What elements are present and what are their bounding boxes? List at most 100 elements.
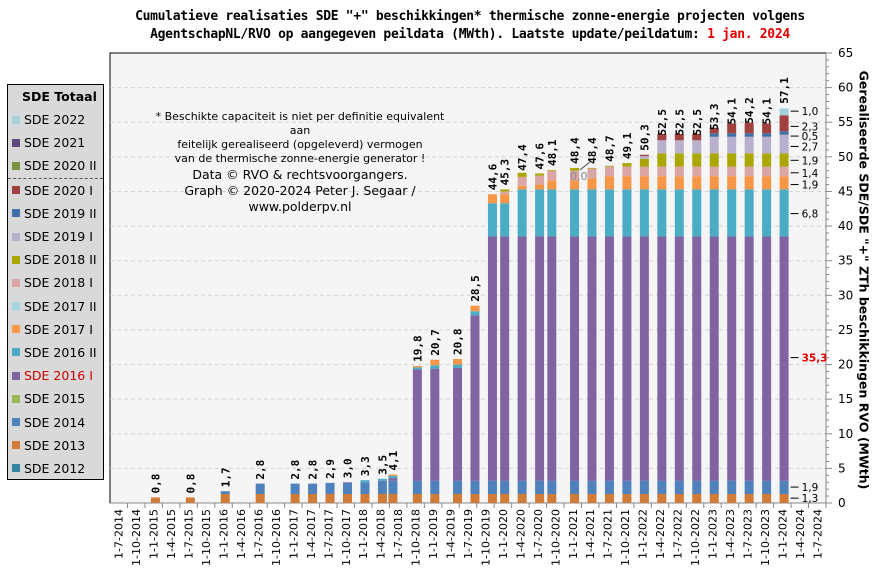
bar-segment [535, 189, 545, 237]
segment-annotation-label: 0,5 [802, 131, 819, 143]
bar-segment [674, 166, 684, 177]
bar-segment [535, 236, 545, 481]
bar-segment [587, 167, 597, 169]
bar-segment [657, 494, 667, 503]
segment-annotation-label: 2,3 [802, 121, 819, 133]
bar-segment [535, 480, 545, 494]
x-tick-label: 1-7-2018 [392, 509, 405, 559]
legend-label: SDE 2013 [24, 437, 86, 453]
bar-segment [547, 236, 557, 481]
bar-segment [517, 172, 527, 177]
disclaimer-note: * Beschikte capaciteit is niet per defin… [145, 110, 455, 166]
chart-title-line1: Cumulatieve realisaties SDE "+" beschikk… [135, 9, 805, 24]
legend-item: SDE 2013 [8, 434, 103, 457]
y-tick-label: 65 [838, 46, 853, 60]
bar-segment [535, 173, 545, 176]
bar-segment [709, 176, 719, 190]
bar-segment [674, 494, 684, 503]
bar-segment [570, 170, 580, 181]
x-tick-label: 1-10-2014 [130, 509, 143, 566]
bar-segment [570, 180, 580, 190]
x-tick-label: 1-7-2016 [252, 509, 265, 559]
segment-annotation-label: 6,8 [802, 209, 819, 221]
bar-total-label: 54,2 [743, 97, 756, 124]
bar-segment [517, 176, 527, 186]
x-tick-label: 1-7-2015 [183, 509, 196, 559]
bar-total-label: 44,6 [486, 163, 499, 190]
bar-segment [517, 480, 527, 494]
credit-line: Data © RVO & rechtsvoorgangers. [192, 167, 408, 182]
bar-segment [657, 140, 667, 154]
legend-label: SDE 2018 II [24, 252, 97, 268]
bar-total-label: 54,1 [726, 98, 739, 125]
bar-segment [744, 189, 754, 237]
x-tick-label: 1-4-2022 [654, 509, 667, 559]
bar-total-label: 2,9 [324, 459, 337, 479]
chart-title-line2-text: AgentschapNL/RVO op aangegeven peildata … [150, 27, 708, 42]
legend-separator [8, 177, 103, 179]
bar-segment [709, 133, 719, 137]
bar-segment [430, 359, 440, 366]
x-tick-label: 1-4-2019 [445, 509, 458, 559]
bar-segment [547, 180, 557, 190]
bar-segment [762, 480, 772, 494]
bar-segment [604, 189, 614, 237]
bar-segment [587, 168, 597, 179]
bar-segment [762, 123, 772, 134]
x-tick-label: 1-10-2023 [759, 509, 772, 566]
bar-segment [779, 108, 789, 116]
y-axis-title-text: Gerealiseerde SDE/SDE "+" ZTh beschikkin… [856, 70, 872, 490]
bar-segment [487, 480, 497, 494]
x-tick-label: 1-1-2018 [357, 509, 370, 559]
bar-segment [727, 189, 737, 237]
segment-annotation-label: 1,9 [802, 180, 819, 192]
bar-segment [639, 156, 649, 159]
bar-segment [388, 476, 398, 479]
legend-label: SDE 2017 II [24, 298, 97, 314]
legend-swatch [12, 348, 20, 357]
bar-segment [657, 176, 667, 190]
legend-item: SDE 2018 II [8, 248, 103, 271]
bar-segment [692, 480, 702, 494]
bar-segment [779, 166, 789, 177]
legend-label: SDE 2016 II [24, 344, 97, 360]
disclaimer-line: feitelijk gerealiseerd (opgeleverd) verm… [177, 138, 423, 151]
y-tick-label: 50 [838, 150, 853, 164]
bar-segment [487, 203, 497, 237]
legend-swatch [12, 161, 20, 170]
bar-segment [639, 189, 649, 237]
bar-segment [692, 166, 702, 177]
bar-segment [547, 480, 557, 494]
legend-item: SDE 2015 [8, 387, 103, 410]
bar-segment [308, 483, 318, 494]
bar-segment [762, 133, 772, 137]
legend-item: SDE 2016 I [8, 364, 103, 387]
chart-title-line2: AgentschapNL/RVO op aangegeven peildata … [100, 26, 840, 44]
bar-segment [762, 136, 772, 154]
legend-item: SDE 2020 I [8, 179, 103, 202]
legend-swatch [12, 441, 20, 450]
bar-segment [412, 494, 422, 503]
chart-title: Cumulatieve realisaties SDE "+" beschikk… [100, 8, 840, 44]
x-tick-label: 1-7-2022 [672, 509, 685, 559]
bar-segment [360, 494, 370, 503]
bar-segment [762, 176, 772, 190]
x-tick-label: 1-4-2024 [794, 509, 807, 559]
bar-segment [657, 480, 667, 494]
bar-total-label: 3,0 [342, 458, 355, 478]
bar-segment [674, 480, 684, 494]
bar-segment [587, 494, 597, 503]
bar-segment [744, 133, 754, 137]
bar-segment [487, 236, 497, 481]
x-tick-label: 1-1-2024 [776, 509, 789, 559]
legend-swatch [12, 418, 20, 427]
bar-segment [570, 236, 580, 481]
legend-title: SDE Totaal [22, 89, 97, 104]
bar-segment [220, 494, 230, 503]
legend-label: SDE 2019 I [24, 229, 93, 245]
bar-total-label: 3,3 [359, 456, 372, 476]
credit-note: Data © RVO & rechtsvoorgangers. Graph © … [160, 167, 440, 215]
bar-segment [535, 175, 545, 185]
bar-segment [639, 158, 649, 167]
bar-segment [570, 494, 580, 503]
